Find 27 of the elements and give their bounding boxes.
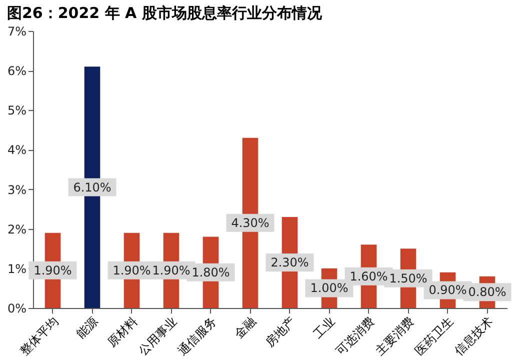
y-tick-label: 0% xyxy=(7,302,26,316)
y-tick-label: 3% xyxy=(7,182,26,197)
data-label: 1.60% xyxy=(350,269,388,284)
x-tick-label: 原材料 xyxy=(104,314,140,350)
data-label: 1.90% xyxy=(34,263,72,278)
x-tick-label: 工业 xyxy=(310,314,338,341)
x-tick-label: 房地产 xyxy=(262,314,298,350)
y-tick-label: 6% xyxy=(7,64,26,78)
y-tick-label: 7% xyxy=(7,24,26,38)
data-label: 1.50% xyxy=(389,271,428,286)
y-tick-label: 4% xyxy=(7,143,26,158)
data-label: 6.10% xyxy=(73,180,112,194)
data-label: 1.80% xyxy=(192,265,230,280)
data-label: 1.90% xyxy=(112,263,151,278)
chart-title: 图26：2022 年 A 股市场股息率行业分布情况 xyxy=(6,4,323,22)
y-tick-label: 1% xyxy=(7,262,26,276)
data-label: 2.30% xyxy=(270,255,309,270)
x-tick-label: 能源 xyxy=(74,314,101,341)
x-tick-label: 金融 xyxy=(232,314,259,341)
data-label: 0.90% xyxy=(428,283,467,298)
data-label: 0.80% xyxy=(468,285,506,300)
data-label: 4.30% xyxy=(231,216,270,230)
y-tick-label: 2% xyxy=(7,222,26,236)
y-tick-label: 5% xyxy=(7,104,26,118)
data-label: 1.90% xyxy=(152,263,190,278)
data-label: 1.00% xyxy=(310,281,348,296)
x-tick-label: 整体平均 xyxy=(17,314,62,358)
